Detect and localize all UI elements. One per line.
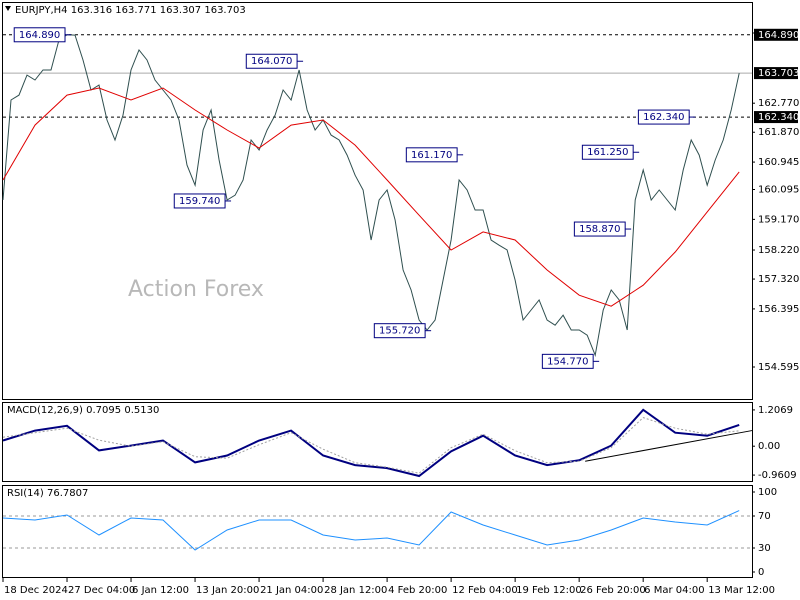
annotation-box	[637, 109, 690, 125]
x-tick-label: 13 Mar 12:00	[708, 585, 775, 596]
readout-value: 163.307	[160, 5, 201, 16]
annotation-box	[13, 27, 66, 43]
y-tick-label: 0.00	[758, 441, 780, 452]
y-tick-label: 1.2069	[758, 405, 793, 416]
indicator-title: MACD(12,26,9)	[7, 405, 83, 416]
readout-value: 163.771	[115, 5, 156, 16]
readout-value: 163.703	[204, 5, 245, 16]
last-price-marker	[754, 67, 798, 80]
y-tick-label: -0.9609	[758, 470, 797, 481]
rsi-panel	[2, 485, 753, 578]
menu-arrow	[5, 6, 11, 11]
y-tick-label: 161.870	[758, 127, 799, 138]
annotation-label: 161.250	[587, 147, 628, 158]
annotation-box	[581, 144, 634, 160]
panel-header: RSI(14) 76.7807	[7, 488, 88, 499]
level-label: 164.890	[758, 30, 799, 41]
annotation-label: 162.340	[643, 112, 684, 123]
x-tick-label: 19 Feb 12:00	[516, 585, 582, 596]
y-tick-label: 156.395	[758, 304, 799, 315]
x-tick-label: 6 Mar 04:00	[644, 585, 704, 596]
indicator-line	[2, 417, 740, 474]
readout-value: 76.7807	[47, 488, 88, 499]
y-tick-label: 162.770	[758, 98, 799, 109]
annotation-label: 161.170	[411, 150, 452, 161]
indicator-title: RSI(14)	[7, 488, 44, 499]
x-tick-label: 27 Dec 04:00	[68, 585, 135, 596]
x-tick-label: 13 Jan 20:00	[196, 585, 259, 596]
annotation-box	[173, 193, 226, 209]
annotation-label: 154.770	[547, 356, 588, 367]
indicator-line	[2, 408, 740, 478]
indicator-title: EURJPY,H4	[15, 5, 68, 16]
y-tick-label: 100	[758, 487, 777, 498]
level-label: 162.340	[758, 112, 799, 123]
x-tick-label: 28 Jan 12:00	[324, 585, 387, 596]
annotation-label: 164.070	[251, 56, 292, 67]
last-price-label: 163.703	[758, 68, 799, 79]
y-tick-label: 159.170	[758, 214, 799, 225]
level-marker	[754, 111, 798, 124]
y-tick-label: 158.220	[758, 245, 799, 256]
annotation-box	[245, 53, 298, 69]
readout-value: 163.316	[71, 5, 112, 16]
annotation-box	[373, 323, 426, 339]
panel-header: EURJPY,H4 163.316 163.771 163.307 163.70…	[15, 5, 246, 16]
y-tick-label: 0	[758, 567, 764, 578]
annotation-label: 159.740	[179, 196, 220, 207]
annotation-label: 158.870	[579, 224, 620, 235]
x-tick-label: 26 Feb 20:00	[580, 585, 646, 596]
y-tick-label: 157.320	[758, 274, 799, 285]
price-line	[2, 34, 740, 358]
annotation-box	[573, 221, 626, 237]
indicator-line	[2, 87, 740, 307]
price-panel	[2, 2, 753, 400]
y-tick-label: 160.095	[758, 185, 799, 196]
annotation-box	[405, 147, 458, 163]
x-tick-label: 12 Feb 04:00	[452, 585, 518, 596]
annotation-label: 164.890	[19, 30, 60, 41]
trendline	[585, 430, 753, 462]
macd-panel	[2, 402, 753, 482]
y-tick-label: 70	[758, 511, 771, 522]
x-tick-label: 18 Dec 2024	[4, 585, 68, 596]
y-tick-label: 160.945	[758, 157, 799, 168]
readout-value: 0.7095	[86, 405, 121, 416]
x-tick-label: 6 Jan 12:00	[132, 585, 189, 596]
x-tick-label: 4 Feb 20:00	[388, 585, 447, 596]
panel-header: MACD(12,26,9) 0.7095 0.5130	[7, 405, 159, 416]
indicator-line	[2, 510, 740, 551]
y-tick-label: 30	[758, 543, 771, 554]
watermark: Action Forex	[128, 277, 264, 302]
level-marker	[754, 28, 798, 41]
readout-value: 0.5130	[124, 405, 159, 416]
x-tick-label: 21 Jan 04:00	[260, 585, 323, 596]
annotation-label: 155.720	[379, 326, 420, 337]
y-tick-label: 154.595	[758, 362, 799, 373]
annotation-box	[541, 353, 594, 369]
